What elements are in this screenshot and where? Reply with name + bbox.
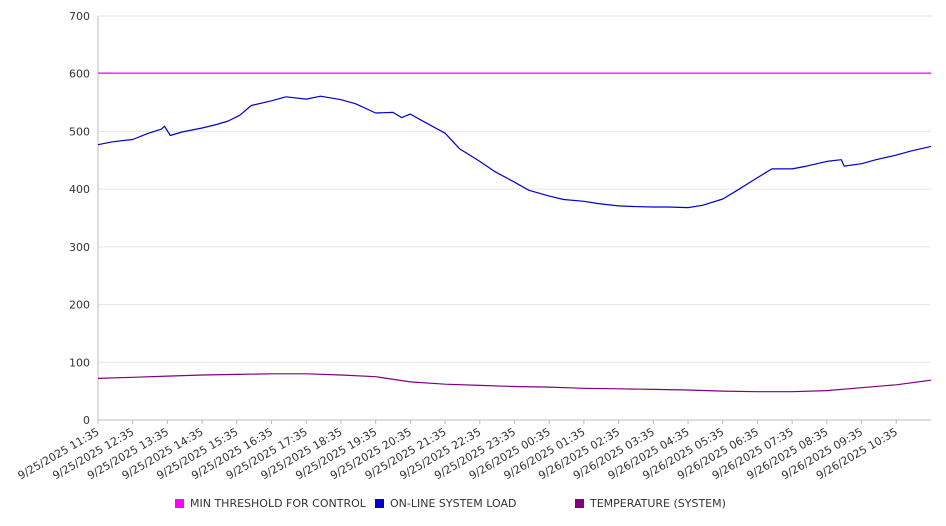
y-tick-label: 300 — [69, 241, 90, 254]
series-line-temperature — [97, 373, 932, 393]
legend-item-temperature: TEMPERATURE (SYSTEM) — [575, 497, 726, 510]
legend-swatch-temperature — [575, 499, 584, 508]
y-tick-label: 100 — [69, 356, 90, 369]
y-tick-label: 500 — [69, 125, 90, 138]
series-lines — [97, 72, 932, 393]
y-tick-labels: 0 100 200 300 400 500 600 700 — [69, 10, 90, 427]
y-tick-label: 0 — [83, 414, 90, 427]
legend-swatch-min-threshold — [175, 499, 184, 508]
legend-swatch-system-load — [375, 499, 384, 508]
series-line-system-load — [97, 95, 932, 209]
axes — [97, 16, 931, 424]
legend: MIN THRESHOLD FOR CONTROL ON-LINE SYSTEM… — [0, 497, 946, 515]
grid-lines — [98, 15, 931, 363]
legend-label-system-load: ON-LINE SYSTEM LOAD — [390, 497, 517, 510]
legend-item-min-threshold: MIN THRESHOLD FOR CONTROL — [175, 497, 366, 510]
y-tick-label: 700 — [69, 10, 90, 23]
x-tick-labels: 9/25/2025 11:359/25/2025 12:359/25/2025 … — [16, 425, 900, 482]
y-tick-label: 200 — [69, 299, 90, 312]
legend-label-min-threshold: MIN THRESHOLD FOR CONTROL — [190, 497, 366, 510]
y-tick-label: 600 — [69, 68, 90, 81]
line-chart: 0 100 200 300 400 500 600 700 9/25/2025 11:359/… — [16, 10, 932, 482]
legend-item-system-load: ON-LINE SYSTEM LOAD — [375, 497, 516, 510]
legend-label-temperature: TEMPERATURE (SYSTEM) — [590, 497, 726, 510]
y-tick-label: 400 — [69, 183, 90, 196]
